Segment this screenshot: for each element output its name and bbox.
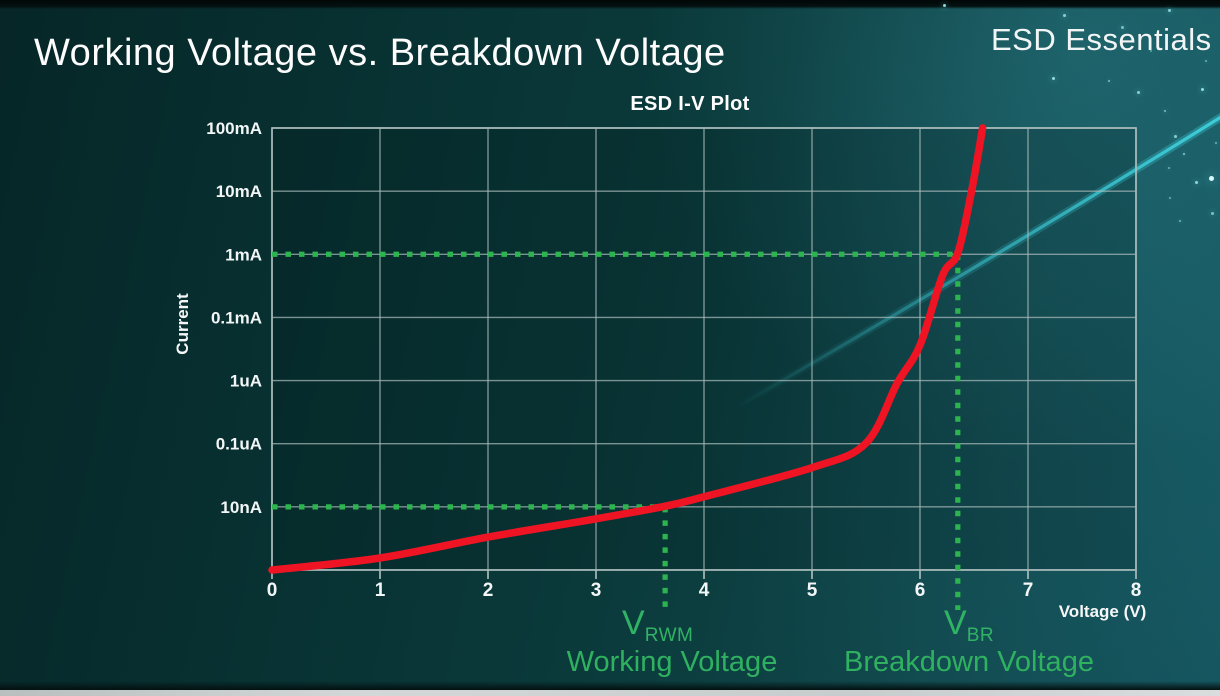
- star-dot: [1205, 60, 1207, 62]
- x-tick-label: 8: [1131, 580, 1142, 601]
- star-dot: [1052, 77, 1055, 80]
- top-border-strip: [0, 0, 1220, 9]
- iv-curve-line: [268, 124, 987, 574]
- star-dot: [1183, 153, 1185, 155]
- star-dot: [1168, 9, 1171, 12]
- slide-title: Working Voltage vs. Breakdown Voltage: [34, 32, 726, 74]
- vrwm-symbol-v: V: [622, 604, 645, 642]
- x-tick-label: 0: [267, 580, 278, 601]
- star-dot: [1211, 212, 1214, 215]
- star-dot: [1201, 88, 1204, 91]
- x-tick-label: 5: [807, 580, 818, 601]
- swoosh-line: [733, 115, 1220, 410]
- y-tick-label: 0.1mA: [211, 308, 262, 327]
- y-tick-label: 100mA: [206, 119, 262, 138]
- y-tick-label: 10nA: [220, 498, 262, 517]
- bottom-shadow-strip: [0, 681, 1220, 690]
- vbr-caption: Breakdown Voltage: [844, 646, 1094, 678]
- vrwm-caption: Working Voltage: [566, 646, 778, 678]
- y-tick-label: 1mA: [225, 245, 262, 264]
- x-tick-label: 4: [699, 580, 710, 601]
- x-tick-label: 7: [1023, 580, 1034, 601]
- vbr-symbol-label: VBR: [944, 606, 994, 653]
- star-dot: [1209, 176, 1214, 181]
- chart-title: ESD I-V Plot: [630, 93, 750, 115]
- x-axis-title: Voltage (V): [1058, 602, 1147, 621]
- star-dot: [943, 4, 946, 7]
- star-dot: [1164, 110, 1166, 112]
- star-dot: [1108, 80, 1110, 82]
- y-tick-label: 0.1uA: [216, 435, 262, 454]
- x-tick-label: 1: [375, 580, 386, 601]
- x-tick-label: 2: [483, 580, 494, 601]
- star-dot: [1063, 14, 1066, 17]
- brand-logo-text: ESD Essentials: [991, 22, 1212, 57]
- star-dot: [1195, 181, 1198, 184]
- y-tick-label: 1uA: [230, 372, 262, 391]
- star-dot: [1121, 26, 1124, 29]
- star-dot: [1179, 220, 1181, 222]
- vrwm-symbol-label: VRWM: [622, 606, 693, 653]
- star-dot: [1137, 91, 1140, 94]
- star-dot: [1174, 135, 1177, 138]
- plot-frame: [271, 127, 1137, 571]
- vbr-subscript: BR: [966, 625, 995, 646]
- star-dot: [1169, 197, 1171, 199]
- vrwm-subscript: RWM: [644, 625, 694, 646]
- vbr-symbol-v: V: [944, 604, 967, 642]
- star-dot: [1150, 50, 1152, 52]
- y-tick-label: 10mA: [216, 182, 262, 201]
- x-tick-label: 6: [915, 580, 926, 601]
- x-tick-label: 3: [591, 580, 602, 601]
- bottom-border-strip: [0, 690, 1220, 696]
- star-dot: [1215, 142, 1217, 144]
- star-dot: [1168, 167, 1170, 169]
